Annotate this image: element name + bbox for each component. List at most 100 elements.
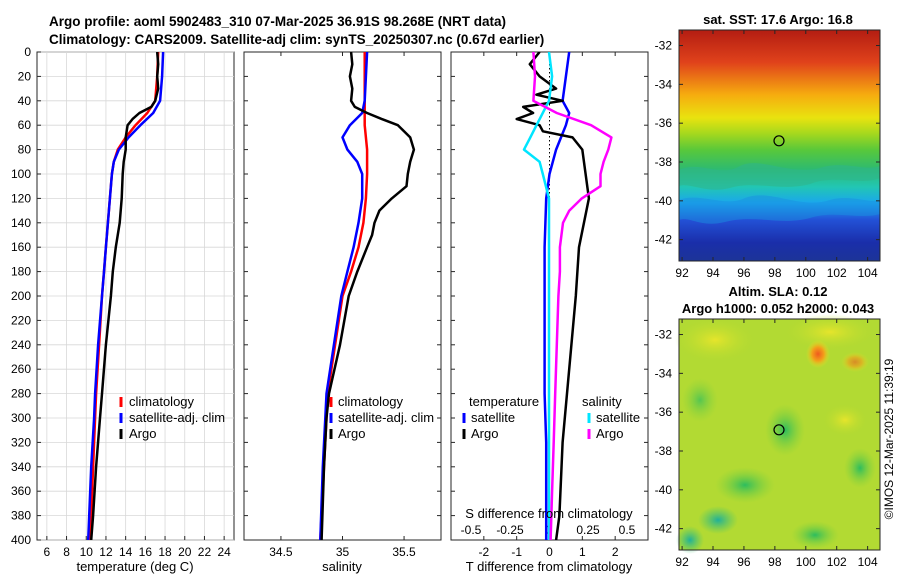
sla-blob [675, 318, 755, 362]
sla-low-anomaly [698, 506, 738, 534]
depth-tick-label: 400 [11, 533, 31, 547]
lon-tick-label: 96 [737, 266, 751, 280]
depth-tick-label: 280 [11, 387, 31, 401]
x-tick-label: 20 [178, 545, 192, 559]
series-line [320, 52, 416, 540]
s-tick-label: 0.25 [576, 523, 600, 537]
sst-lon-ticks: 92 94 96 98 100 102 104 [675, 30, 878, 280]
x-tick-label: 8 [63, 545, 70, 559]
depth-tick-label: 40 [18, 94, 32, 108]
x-tick-label: 34.5 [269, 545, 293, 559]
depth-tick-label: 300 [11, 411, 31, 425]
depth-tick-label: 360 [11, 484, 31, 498]
depth-tick-label: 0 [24, 45, 31, 59]
s-tick-label: 0.5 [619, 523, 636, 537]
x-tick-label: 1 [579, 545, 586, 559]
legend-label-t-satellite: satellite [471, 410, 515, 425]
difference-xlabel-t: T difference from climatology [466, 559, 633, 574]
sla-high-anomaly [806, 340, 830, 368]
s-tick-label: -0.25 [496, 523, 524, 537]
legend-label-satellite: satellite-adj. clim [338, 410, 434, 425]
sla-low-anomaly [682, 378, 718, 422]
legend-label-s-argo: Argo [596, 426, 623, 441]
series-line [522, 52, 554, 540]
difference-legend: temperature satellite Argo salinity sate… [462, 394, 640, 441]
salinity-ticks [244, 51, 441, 541]
lat-tick-label: -40 [655, 194, 673, 208]
figure-title-line2: Climatology: CARS2009. Satellite-adj cli… [49, 32, 545, 47]
lat-tick-label: -36 [655, 405, 673, 419]
sla-map-subtitle: Argo h1000: 0.052 h2000: 0.043 [682, 301, 874, 316]
legend-label-s-satellite: satellite [596, 410, 640, 425]
lon-tick-label: 94 [706, 266, 720, 280]
lon-tick-label: 102 [827, 266, 847, 280]
depth-tick-label: 340 [11, 460, 31, 474]
x-tick-label: 22 [198, 545, 212, 559]
temperature-series [86, 52, 165, 540]
salinity-series [319, 52, 416, 540]
lon-tick-label: 92 [675, 266, 689, 280]
salinity-legend: climatology satellite-adj. clim Argo [329, 394, 434, 441]
series-line [543, 52, 571, 540]
x-tick-label: 35.5 [392, 545, 416, 559]
temperature-x-ticks: 6 8 10 12 14 16 18 20 22 24 [44, 536, 231, 559]
depth-tick-label: 220 [11, 313, 31, 327]
depth-tick-label: 320 [11, 435, 31, 449]
argo-position-marker [773, 424, 785, 436]
x-tick-label: 35 [336, 545, 350, 559]
lon-tick-label: 92 [675, 555, 689, 569]
x-tick-label: 10 [80, 545, 94, 559]
x-tick-label: 16 [139, 545, 153, 559]
sla-low-anomaly [676, 526, 704, 554]
legend-title-temperature: temperature [469, 394, 539, 409]
x-tick-label: 0 [546, 545, 553, 559]
temperature-legend: climatology satellite-adj. clim Argo [119, 394, 225, 441]
sla-blob [823, 404, 867, 436]
legend-label-argo: Argo [338, 426, 365, 441]
legend-label-climatology: climatology [338, 394, 404, 409]
depth-tick-label: 80 [18, 143, 32, 157]
depth-tick-label: 20 [18, 69, 32, 83]
series-line [86, 52, 165, 540]
sst-eddy [679, 195, 880, 224]
legend-label-satellite: satellite-adj. clim [129, 410, 225, 425]
series-line [532, 52, 613, 540]
difference-series [515, 52, 613, 540]
lon-tick-label: 104 [858, 555, 878, 569]
lon-tick-label: 94 [706, 555, 720, 569]
sla-low-anomaly [765, 404, 805, 456]
lat-tick-label: -34 [655, 77, 673, 91]
salinity-x-ticks: 34.5 35 35.5 [269, 52, 416, 559]
lon-tick-label: 98 [768, 266, 782, 280]
sla-low-anomaly [844, 448, 876, 488]
lon-tick-label: 104 [858, 266, 878, 280]
depth-tick-label: 160 [11, 240, 31, 254]
sst-lat-ticks: -32 -34 -36 -38 -40 -42 [655, 39, 880, 247]
depth-tick-label: 100 [11, 167, 31, 181]
depth-tick-label: 120 [11, 191, 31, 205]
legend-label-climatology: climatology [129, 394, 195, 409]
s-tick-label: -0.5 [461, 523, 482, 537]
sst-map: sat. SST: 17.6 Argo: 16.8 -32 -34 -36 -38 -4… [655, 12, 881, 280]
salinity-xlabel: salinity [322, 559, 362, 574]
sla-lat-ticks: -32 -34 -36 -38 -40 -42 [655, 328, 880, 536]
temperature-xlabel: temperature (deg C) [76, 559, 193, 574]
sla-low-anomaly [715, 467, 775, 503]
sla-map-title: Altim. SLA: 0.12 [729, 284, 828, 299]
lat-tick-label: -32 [655, 39, 673, 53]
temperature-depth-ticks: 0 20 40 60 80 100 120 140 160 180 200 220 240 260 280 3… [11, 45, 41, 547]
sst-eddy [679, 163, 880, 190]
lat-tick-label: -36 [655, 116, 673, 130]
x-tick-label: 18 [158, 545, 172, 559]
depth-tick-label: 200 [11, 289, 31, 303]
legend-title-salinity: salinity [582, 394, 622, 409]
lon-tick-label: 100 [796, 266, 816, 280]
depth-tick-label: 380 [11, 509, 31, 523]
x-tick-label: 6 [44, 545, 51, 559]
sst-map-frame [678, 29, 881, 262]
lat-tick-label: -32 [655, 328, 673, 342]
sla-map-frame [678, 318, 881, 551]
lon-tick-label: 98 [768, 555, 782, 569]
lon-tick-label: 102 [827, 555, 847, 569]
